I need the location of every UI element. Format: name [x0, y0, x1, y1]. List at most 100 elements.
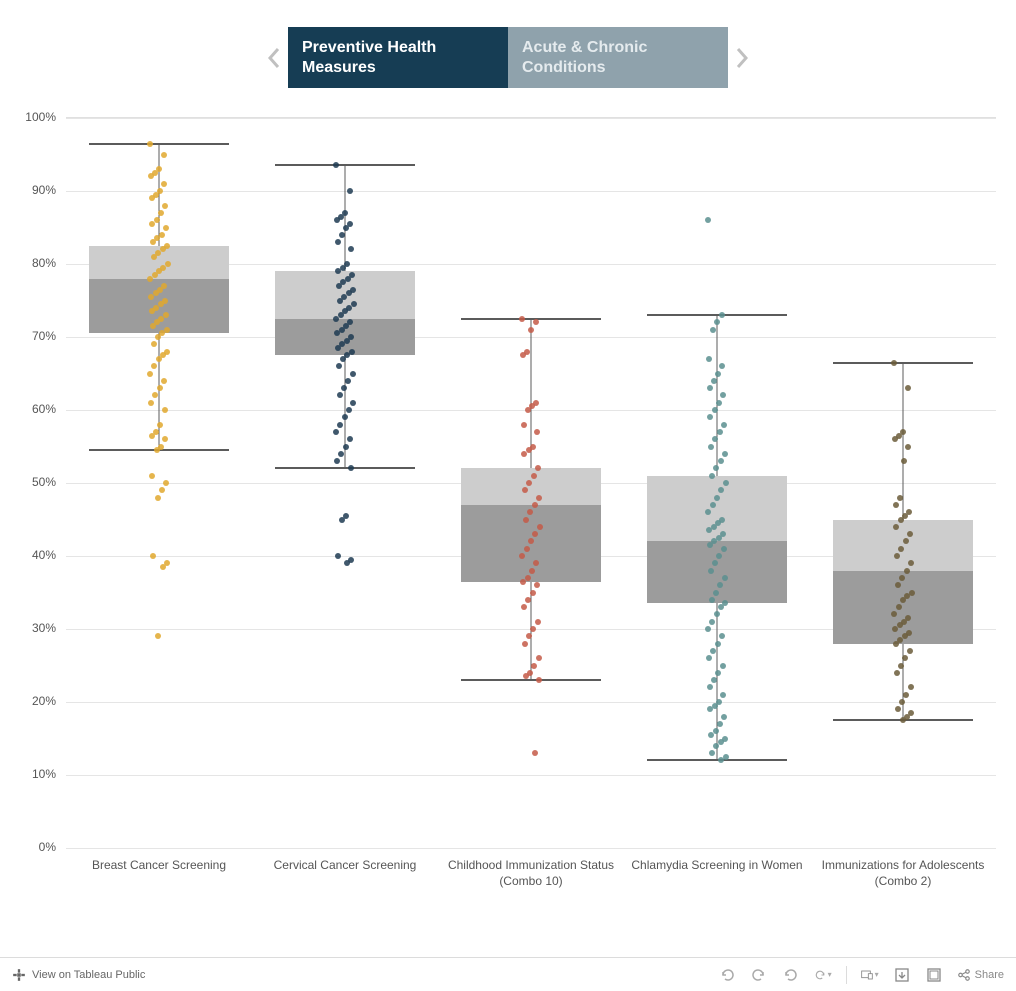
data-point[interactable] [157, 422, 163, 428]
data-point[interactable] [905, 444, 911, 450]
data-point[interactable] [707, 414, 713, 420]
download-icon[interactable] [893, 966, 911, 984]
data-point[interactable] [720, 392, 726, 398]
data-point[interactable] [714, 319, 720, 325]
data-point[interactable] [150, 239, 156, 245]
data-point[interactable] [343, 444, 349, 450]
data-point[interactable] [149, 433, 155, 439]
data-point[interactable] [148, 173, 154, 179]
data-point[interactable] [898, 546, 904, 552]
data-point[interactable] [899, 575, 905, 581]
replay-icon[interactable] [782, 966, 800, 984]
data-point[interactable] [715, 641, 721, 647]
data-point[interactable] [527, 509, 533, 515]
data-point[interactable] [892, 626, 898, 632]
data-point[interactable] [721, 714, 727, 720]
data-point[interactable] [335, 553, 341, 559]
data-point[interactable] [157, 385, 163, 391]
tab-prev-arrow[interactable] [260, 32, 288, 84]
data-point[interactable] [162, 203, 168, 209]
tab-acute-chronic[interactable]: Acute & Chronic Conditions [508, 27, 728, 88]
data-point[interactable] [908, 684, 914, 690]
data-point[interactable] [902, 655, 908, 661]
data-point[interactable] [718, 757, 724, 763]
data-point[interactable] [719, 312, 725, 318]
data-point[interactable] [710, 648, 716, 654]
data-point[interactable] [719, 363, 725, 369]
data-point[interactable] [151, 363, 157, 369]
data-point[interactable] [893, 524, 899, 530]
data-point[interactable] [722, 451, 728, 457]
data-point[interactable] [715, 670, 721, 676]
tab-preventive-health[interactable]: Preventive Health Measures [288, 27, 508, 88]
data-point[interactable] [891, 611, 897, 617]
redo-icon[interactable] [750, 966, 768, 984]
data-point[interactable] [717, 429, 723, 435]
data-point[interactable] [163, 480, 169, 486]
data-point[interactable] [161, 152, 167, 158]
data-point[interactable] [717, 721, 723, 727]
data-point[interactable] [150, 553, 156, 559]
data-point[interactable] [155, 334, 161, 340]
data-point[interactable] [707, 385, 713, 391]
data-point[interactable] [718, 458, 724, 464]
data-point[interactable] [523, 673, 529, 679]
data-point[interactable] [895, 582, 901, 588]
data-point[interactable] [345, 378, 351, 384]
data-point[interactable] [519, 316, 525, 322]
data-point[interactable] [149, 473, 155, 479]
data-point[interactable] [895, 706, 901, 712]
data-point[interactable] [536, 655, 542, 661]
data-point[interactable] [905, 385, 911, 391]
data-point[interactable] [894, 553, 900, 559]
data-point[interactable] [348, 465, 354, 471]
data-point[interactable] [343, 225, 349, 231]
data-point[interactable] [162, 407, 168, 413]
data-point[interactable] [533, 319, 539, 325]
data-point[interactable] [707, 706, 713, 712]
data-point[interactable] [901, 458, 907, 464]
data-point[interactable] [537, 524, 543, 530]
data-point[interactable] [148, 294, 154, 300]
data-point[interactable] [155, 495, 161, 501]
data-point[interactable] [898, 517, 904, 523]
data-point[interactable] [521, 422, 527, 428]
data-point[interactable] [718, 487, 724, 493]
data-point[interactable] [528, 327, 534, 333]
data-point[interactable] [158, 210, 164, 216]
data-point[interactable] [161, 181, 167, 187]
share-button[interactable]: Share [957, 966, 1004, 984]
data-point[interactable] [893, 502, 899, 508]
data-point[interactable] [335, 239, 341, 245]
data-point[interactable] [341, 385, 347, 391]
data-point[interactable] [346, 407, 352, 413]
data-point[interactable] [340, 356, 346, 362]
data-point[interactable] [155, 633, 161, 639]
data-point[interactable] [532, 750, 538, 756]
data-point[interactable] [154, 447, 160, 453]
data-point[interactable] [709, 597, 715, 603]
data-point[interactable] [710, 327, 716, 333]
data-point[interactable] [333, 429, 339, 435]
data-point[interactable] [523, 517, 529, 523]
data-point[interactable] [532, 502, 538, 508]
data-point[interactable] [163, 225, 169, 231]
data-point[interactable] [147, 141, 153, 147]
data-point[interactable] [713, 465, 719, 471]
data-point[interactable] [706, 527, 712, 533]
data-point[interactable] [524, 546, 530, 552]
data-point[interactable] [709, 750, 715, 756]
data-point[interactable] [149, 308, 155, 314]
data-point[interactable] [716, 400, 722, 406]
data-point[interactable] [342, 414, 348, 420]
data-point[interactable] [897, 495, 903, 501]
data-point[interactable] [350, 371, 356, 377]
data-point[interactable] [533, 560, 539, 566]
data-point[interactable] [344, 560, 350, 566]
data-point[interactable] [720, 663, 726, 669]
data-point[interactable] [907, 648, 913, 654]
data-point[interactable] [151, 254, 157, 260]
data-point[interactable] [147, 371, 153, 377]
data-point[interactable] [535, 619, 541, 625]
data-point[interactable] [334, 330, 340, 336]
